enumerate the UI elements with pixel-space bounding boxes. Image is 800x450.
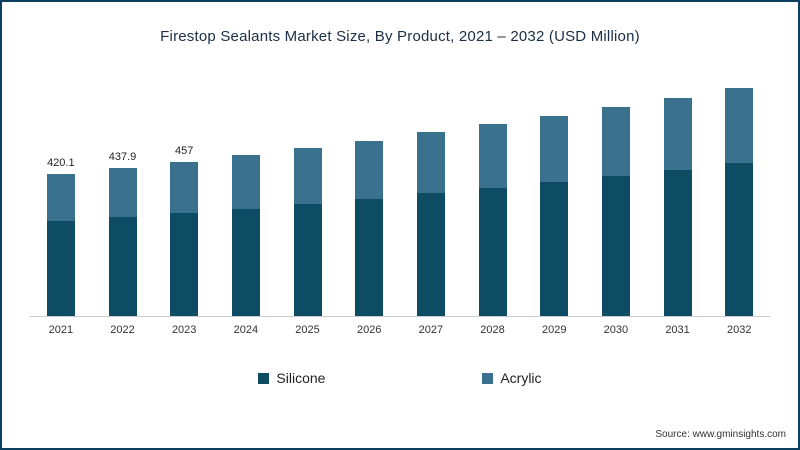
stacked-bar [46, 174, 75, 316]
silicone-segment [231, 209, 260, 316]
acrylic-segment [416, 132, 445, 193]
acrylic-segment [663, 98, 692, 170]
acrylic-segment [293, 148, 322, 204]
acrylic-segment [355, 141, 384, 199]
x-axis-label: 2026 [356, 324, 382, 336]
stacked-bar [663, 98, 692, 316]
bar-value-label: 457 [175, 145, 194, 157]
stacked-bar [416, 132, 445, 316]
silicone-segment [540, 182, 569, 316]
bar-group [215, 138, 277, 316]
plot-area: 420.1 437.9 457 [30, 71, 770, 317]
silicone-segment [108, 217, 137, 316]
silicone-segment [170, 213, 199, 316]
stacked-bar [293, 148, 322, 316]
bar-group [708, 71, 770, 316]
bar-group [277, 131, 339, 316]
legend-label-acrylic: Acrylic [500, 370, 542, 386]
x-axis-label: 2023 [171, 324, 197, 336]
x-axis-labels: 2021 2022 2023 2024 2025 2026 2027 2028 2029 2030… [30, 317, 770, 336]
chart-title: Firestop Sealants Market Size, By Produc… [160, 28, 640, 45]
x-axis-label: 2024 [233, 324, 259, 336]
x-axis-label: 2025 [295, 324, 320, 336]
acrylic-segment [46, 174, 75, 221]
source-text: Source: www.gminsights.com [655, 429, 786, 440]
legend-label-silicone: Silicone [276, 370, 326, 386]
x-axis-label: 2029 [541, 324, 567, 336]
silicone-segment [725, 163, 754, 316]
bar-group: 420.1 [30, 157, 92, 316]
legend-item-silicone: Silicone [258, 370, 325, 386]
silicone-segment [601, 176, 630, 316]
acrylic-segment [478, 124, 507, 188]
bar-group: 437.9 [92, 151, 154, 316]
silicone-segment [46, 221, 75, 316]
x-axis-label: 2022 [110, 324, 135, 336]
x-axis-label: 2032 [726, 324, 752, 336]
acrylic-segment [231, 155, 260, 209]
bar-group [585, 90, 647, 316]
bar-group [338, 124, 400, 316]
stacked-bar [478, 124, 507, 316]
silicone-segment [416, 193, 445, 316]
x-axis-label: 2028 [480, 324, 505, 336]
silicone-segment [293, 204, 322, 316]
acrylic-segment [601, 107, 630, 176]
stacked-bar [108, 168, 137, 316]
silicone-segment [478, 188, 507, 316]
acrylic-segment [170, 162, 199, 213]
x-axis-label: 2021 [48, 324, 74, 336]
silicone-segment [663, 170, 692, 316]
bar-value-label: 437.9 [108, 151, 137, 163]
stacked-bar [601, 107, 630, 316]
bar-group: 457 [153, 145, 215, 316]
stacked-bar [231, 155, 260, 316]
silicone-segment [355, 199, 384, 316]
acrylic-segment [725, 88, 754, 163]
acrylic-segment [108, 168, 137, 217]
acrylic-segment [540, 116, 569, 182]
legend-item-acrylic: Acrylic [482, 370, 542, 386]
chart-body: 420.1 437.9 457 2021 2022 2023 2024 2025 2026 20… [30, 71, 770, 336]
x-axis-label: 2027 [418, 324, 444, 336]
bar-value-label: 420.1 [47, 157, 75, 169]
stacked-bar [725, 88, 754, 316]
legend: Silicone Acrylic [180, 370, 620, 386]
acrylic-swatch [482, 372, 494, 384]
bar-group [647, 81, 709, 316]
stacked-bar [170, 162, 199, 316]
bar-group [523, 99, 585, 316]
x-axis-label: 2031 [665, 324, 690, 336]
stacked-bar [355, 141, 384, 316]
bar-group [400, 115, 462, 316]
stacked-bar [540, 116, 569, 316]
bar-group [462, 107, 524, 316]
x-axis-label: 2030 [603, 324, 629, 336]
silicone-swatch [258, 372, 270, 384]
